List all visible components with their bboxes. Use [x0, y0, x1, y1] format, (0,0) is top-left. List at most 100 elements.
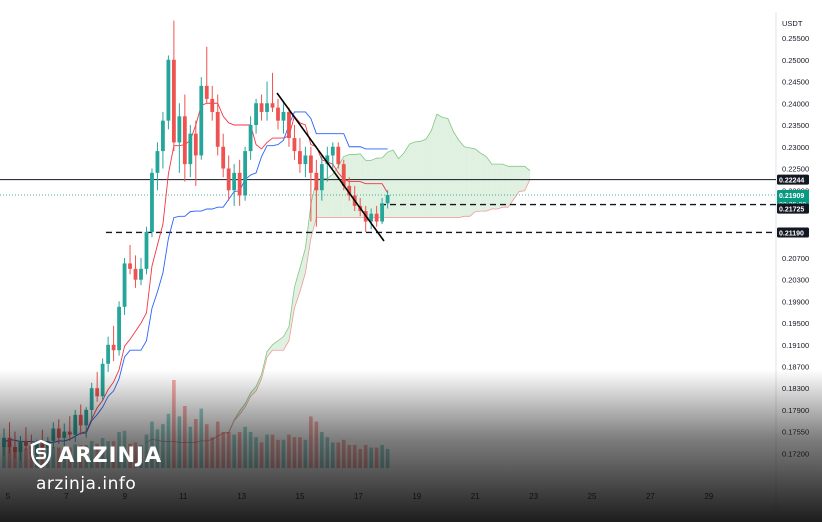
candle-body — [292, 138, 297, 152]
ichimoku-cloud-segment — [283, 326, 289, 351]
candle-body — [319, 164, 324, 191]
candle-body — [336, 146, 341, 165]
candle-body — [265, 103, 269, 112]
candle-body — [248, 125, 253, 152]
ichimoku-cloud-segment — [310, 179, 317, 239]
ichimoku-cloud-segment — [508, 166, 514, 208]
ichimoku-cloud-segment — [486, 156, 492, 212]
ichimoku-cloud-segment — [491, 164, 498, 210]
candle-body — [270, 103, 275, 108]
ichimoku-cloud-segment — [376, 157, 383, 218]
candle-body — [139, 268, 143, 280]
ichimoku-cloud-segment — [360, 153, 366, 218]
y-tick-label: 0.19100 — [782, 341, 809, 350]
watermark-brand: ARZINJA — [30, 440, 162, 470]
ichimoku-cloud-segment — [497, 164, 503, 210]
candle-body — [341, 164, 346, 186]
watermark-brand-name: ARZINJA — [58, 443, 163, 467]
ichimoku-cloud-segment — [431, 114, 437, 218]
candle-body — [325, 155, 330, 165]
candle-body — [155, 151, 160, 173]
y-tick-label: 0.25500 — [782, 34, 809, 43]
ichimoku-cloud-segment — [387, 150, 394, 218]
candle-body — [237, 172, 242, 196]
ichimoku-cloud-segment — [305, 204, 311, 273]
y-tick-label: 0.22500 — [782, 165, 809, 174]
candle-body — [287, 111, 291, 139]
candle-body — [298, 151, 302, 165]
y-tick-label: 0.23000 — [782, 143, 809, 152]
y-tick-label: 0.19900 — [782, 297, 809, 306]
candle-body — [128, 263, 132, 269]
candle-body — [210, 98, 215, 112]
candle-body — [259, 103, 264, 112]
ichimoku-cloud-segment — [464, 146, 470, 217]
candle-body — [314, 172, 319, 191]
ichimoku-cloud-segment — [453, 131, 459, 218]
ichimoku-cloud-segment — [524, 166, 531, 191]
y-tick-label: 0.18700 — [782, 363, 809, 372]
candle-body — [380, 203, 385, 222]
ichimoku-cloud-segment — [299, 248, 306, 292]
ichimoku-cloud-segment — [365, 160, 372, 218]
candle-body — [215, 111, 220, 147]
ichimoku-cloud-segment — [442, 117, 448, 218]
y-tick-label: 0.24000 — [782, 99, 809, 108]
candle-body — [226, 168, 231, 191]
candle-body — [188, 133, 193, 165]
candle-body — [281, 111, 286, 121]
candle-body — [111, 344, 116, 351]
svg-text:0.21909: 0.21909 — [779, 193, 804, 200]
dashed-level-1-tag: 0.21725 — [777, 203, 809, 214]
ichimoku-cloud-segment — [513, 166, 520, 200]
ichimoku-cloud-segment — [480, 153, 487, 212]
quote-currency-label: USDT — [782, 19, 803, 28]
ichimoku-cloud-segment — [393, 150, 399, 218]
candle-body — [133, 268, 138, 280]
candle-body — [347, 185, 352, 196]
y-tick-label: 0.25000 — [782, 56, 809, 65]
ichimoku-cloud-segment — [332, 166, 339, 218]
ichimoku-cloud-segment — [404, 144, 410, 218]
ichimoku-cloud-segment — [519, 166, 525, 192]
ichimoku-cloud-segment — [371, 158, 377, 218]
candle-body — [161, 120, 165, 152]
y-tick-label: 0.24500 — [782, 78, 809, 87]
resistance-price-tag: 0.22244 — [777, 174, 809, 185]
candle-body — [150, 172, 154, 232]
bottom-dark-overlay — [0, 370, 822, 522]
svg-text:0.21725: 0.21725 — [779, 207, 804, 214]
candle-body — [177, 116, 182, 143]
candle-body — [171, 59, 176, 143]
ichimoku-cloud-segment — [267, 344, 273, 358]
ichimoku-cloud-segment — [436, 114, 443, 218]
trend-line — [276, 92, 385, 242]
ichimoku-cloud-segment — [398, 152, 405, 218]
candle-body — [204, 85, 209, 99]
candle-body — [385, 194, 390, 204]
ichimoku-cloud-segment — [272, 340, 278, 351]
candle-body — [122, 263, 127, 307]
svg-text:0.22244: 0.22244 — [779, 178, 804, 185]
ichimoku-cloud-segment — [425, 130, 432, 218]
y-tick-label: 0.20300 — [782, 276, 809, 285]
arzinja-logo-icon — [30, 440, 52, 469]
ichimoku-cloud-segment — [458, 140, 465, 218]
candle-body — [276, 107, 280, 121]
ichimoku-cloud-segment — [475, 148, 481, 212]
ichimoku-cloud-segment — [288, 287, 295, 341]
candle-body — [254, 103, 258, 125]
candle-body — [221, 146, 226, 169]
candle-body — [182, 116, 187, 165]
ichimoku-cloud-segment — [469, 147, 476, 217]
candle-body — [308, 155, 313, 173]
y-tick-label: 0.23500 — [782, 121, 809, 130]
candle-body — [374, 213, 379, 222]
candle-body — [330, 146, 335, 156]
candle-body — [303, 155, 308, 165]
candle-body — [144, 231, 149, 269]
candle-body — [199, 85, 204, 156]
candle-body — [243, 151, 248, 196]
candle-body — [193, 133, 198, 156]
